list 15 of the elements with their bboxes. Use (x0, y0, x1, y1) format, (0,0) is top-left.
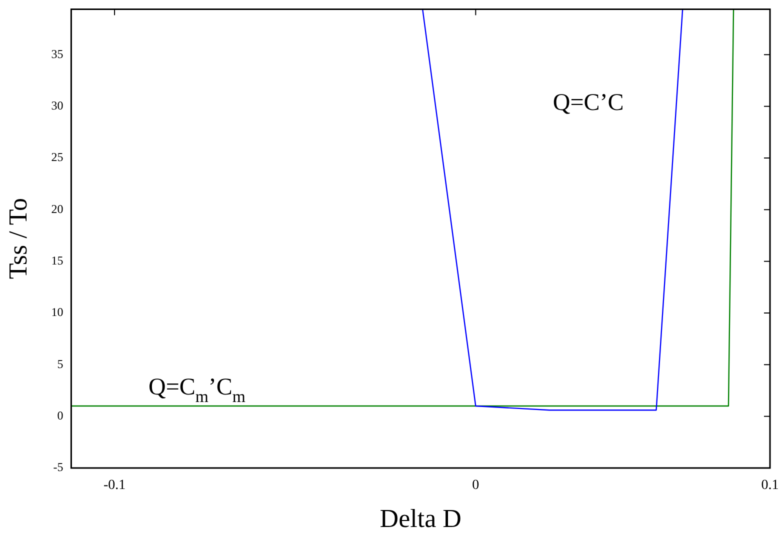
x-axis-title: Delta D (380, 504, 462, 534)
y-tick-label: 30 (51, 98, 64, 112)
y-tick-label: 35 (51, 46, 64, 61)
y-tick-label: 0 (57, 408, 64, 422)
y-tick-label: 10 (51, 305, 64, 320)
x-tick-label: 0 (472, 478, 480, 494)
y-tick-label: 20 (51, 202, 64, 216)
text: Q=C’C (552, 90, 624, 116)
x-tick-label: 0.1 (761, 478, 779, 494)
x-tick-label: -0.1 (103, 478, 126, 494)
y-axis-title: Tss / To (3, 198, 32, 280)
y-tick-label: -5 (53, 460, 64, 474)
y-tick-label: 25 (51, 150, 64, 164)
y-tick-label: 15 (51, 253, 64, 268)
y-tick-label: 5 (57, 356, 64, 371)
